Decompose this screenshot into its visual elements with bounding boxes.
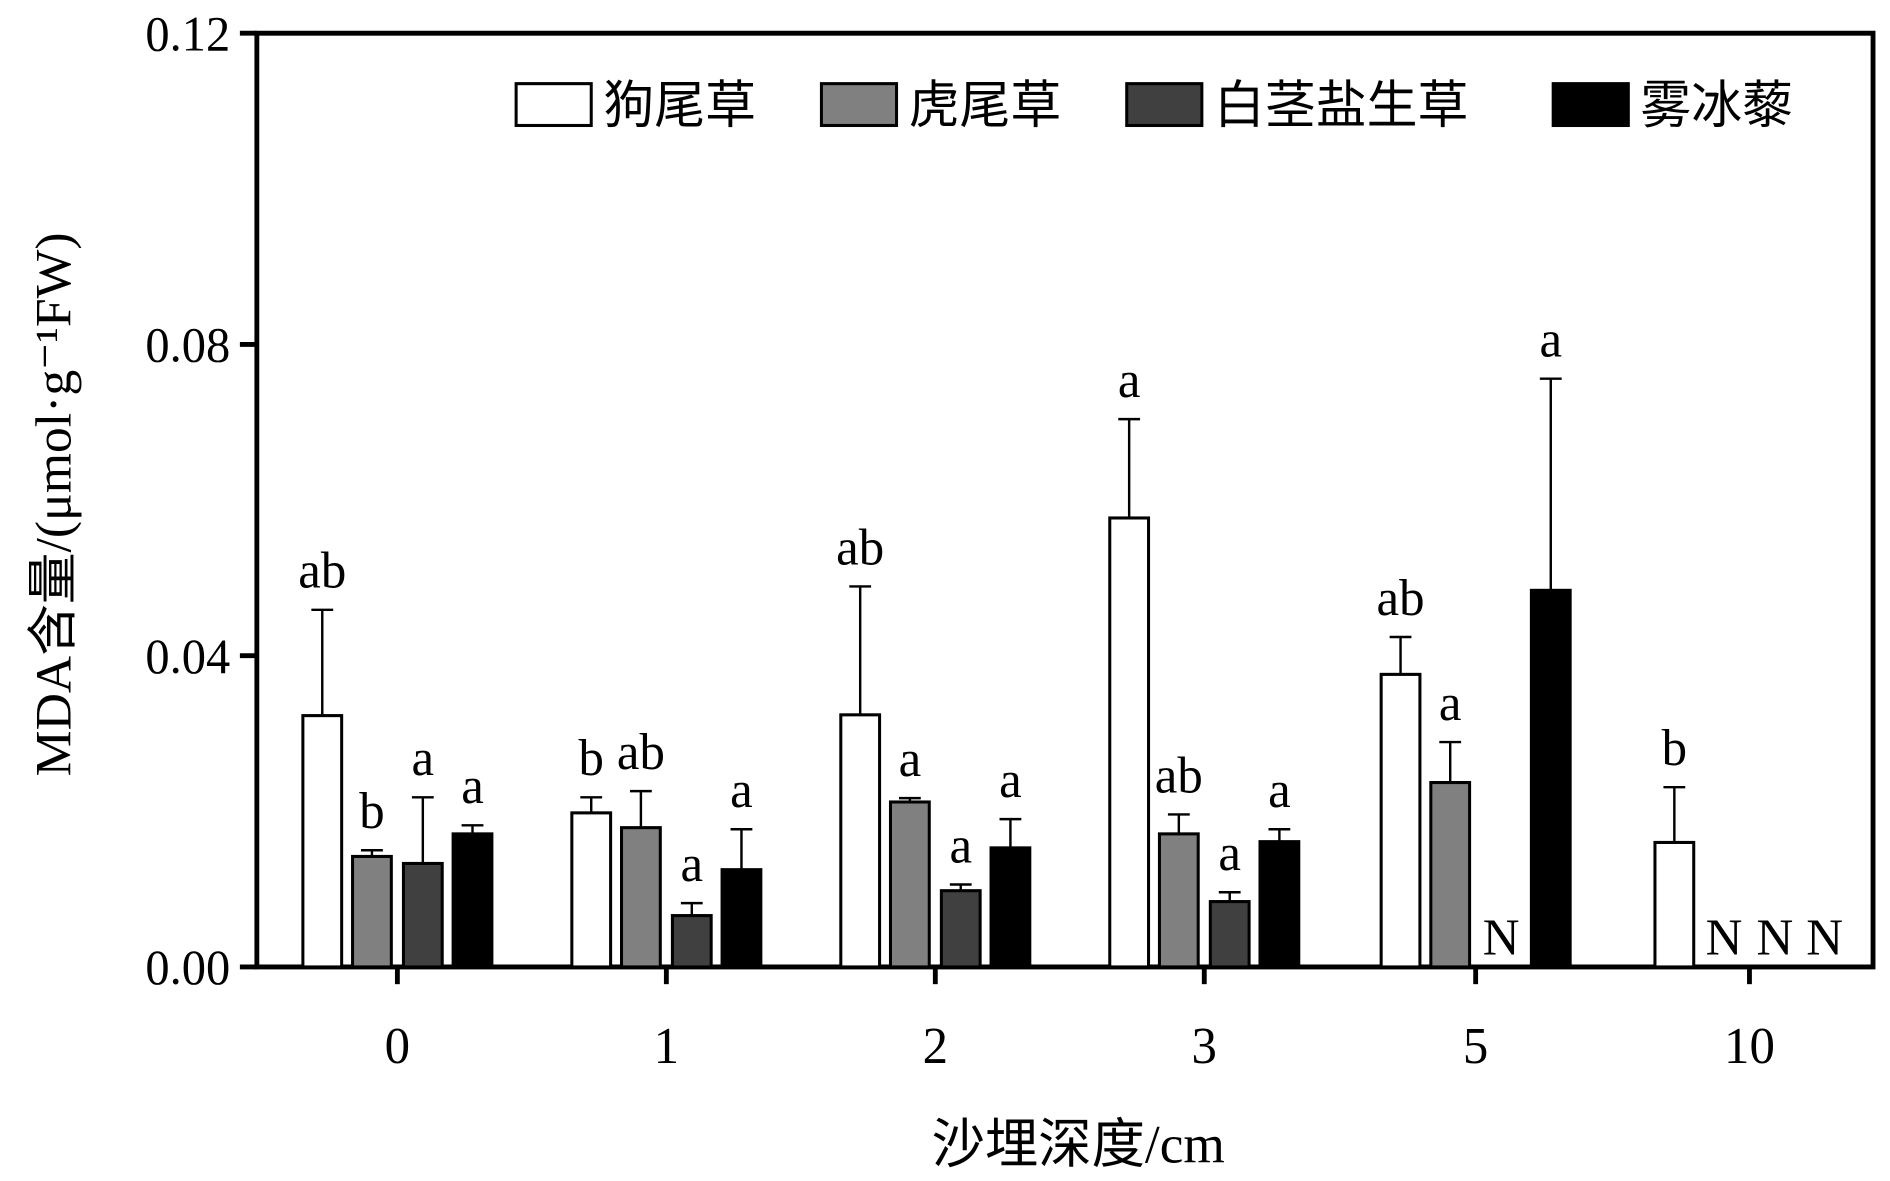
legend-label: 雾冰藜 bbox=[1640, 78, 1793, 135]
bar-狗尾草 bbox=[301, 714, 344, 969]
bar-虎尾草 bbox=[620, 826, 662, 969]
significance-label: a bbox=[899, 731, 922, 788]
x-axis-label: 沙埋深度/cm bbox=[932, 1114, 1225, 1174]
bar-虎尾草 bbox=[351, 854, 393, 969]
significance-label: ab bbox=[298, 542, 346, 599]
bar-狗尾草 bbox=[839, 713, 882, 969]
y-tick-label: 0.08 bbox=[145, 317, 230, 372]
y-axis-label: MDA含量/(μmol·g⁻¹FW) bbox=[26, 232, 83, 776]
bar-雾冰藜 bbox=[1258, 840, 1301, 969]
x-tick-label: 10 bbox=[1724, 1018, 1775, 1075]
significance-label: a bbox=[730, 762, 753, 819]
bar-狗尾草 bbox=[1108, 516, 1151, 969]
bar-白茎盐生草 bbox=[401, 861, 444, 969]
bar-白茎盐生草 bbox=[939, 889, 982, 969]
significance-label: ab bbox=[1377, 570, 1425, 627]
significance-label: b bbox=[1662, 720, 1687, 777]
significance-label: a bbox=[1268, 762, 1291, 819]
legend-swatch bbox=[1125, 82, 1204, 128]
significance-label: a bbox=[412, 730, 435, 787]
bar-虎尾草 bbox=[1157, 832, 1200, 969]
x-tick-label: 1 bbox=[654, 1018, 679, 1075]
x-tick-label: 3 bbox=[1192, 1018, 1217, 1075]
significance-label: a bbox=[1118, 352, 1141, 409]
significance-label: a bbox=[949, 817, 972, 874]
bar-雾冰藜 bbox=[989, 846, 1032, 969]
not-available-label: N bbox=[1483, 909, 1520, 966]
plot-frame bbox=[254, 30, 1876, 970]
significance-label: a bbox=[999, 752, 1022, 809]
x-tick-label: 2 bbox=[923, 1018, 948, 1075]
bar-白茎盐生草 bbox=[670, 914, 713, 969]
legend-label: 狗尾草 bbox=[603, 78, 756, 135]
bar-雾冰藜 bbox=[451, 832, 494, 969]
not-available-label: N bbox=[1706, 909, 1743, 966]
significance-label: ab bbox=[617, 724, 665, 781]
bar-白茎盐生草 bbox=[1208, 900, 1251, 969]
not-available-label: N bbox=[1757, 909, 1794, 966]
significance-label: ab bbox=[836, 519, 884, 576]
significance-label: b bbox=[359, 783, 384, 840]
significance-label: a bbox=[461, 758, 484, 815]
significance-label: a bbox=[680, 836, 703, 893]
legend-label: 虎尾草 bbox=[909, 78, 1062, 135]
y-tick-label: 0.04 bbox=[145, 629, 230, 684]
bar-狗尾草 bbox=[570, 811, 613, 969]
bar-雾冰藜 bbox=[1529, 588, 1572, 969]
y-tick-label: 0.00 bbox=[145, 940, 230, 995]
bar-狗尾草 bbox=[1653, 840, 1696, 969]
legend-label: 白茎盐生草 bbox=[1214, 78, 1468, 135]
significance-label: a bbox=[1218, 825, 1241, 882]
y-tick-label: 0.12 bbox=[145, 6, 230, 61]
not-available-label: N bbox=[1806, 909, 1843, 966]
bar-雾冰藜 bbox=[720, 868, 763, 969]
significance-label: ab bbox=[1155, 747, 1203, 804]
legend-swatch bbox=[1551, 82, 1630, 128]
bar-虎尾草 bbox=[1429, 780, 1472, 969]
bar-虎尾草 bbox=[888, 800, 931, 969]
significance-label: a bbox=[1439, 675, 1462, 732]
x-tick-label: 0 bbox=[385, 1018, 410, 1075]
legend-swatch bbox=[514, 82, 593, 128]
bar-狗尾草 bbox=[1379, 672, 1422, 969]
x-tick-label: 5 bbox=[1463, 1018, 1488, 1075]
significance-label: b bbox=[579, 730, 604, 787]
significance-label: a bbox=[1539, 311, 1562, 368]
legend-swatch bbox=[819, 82, 899, 128]
